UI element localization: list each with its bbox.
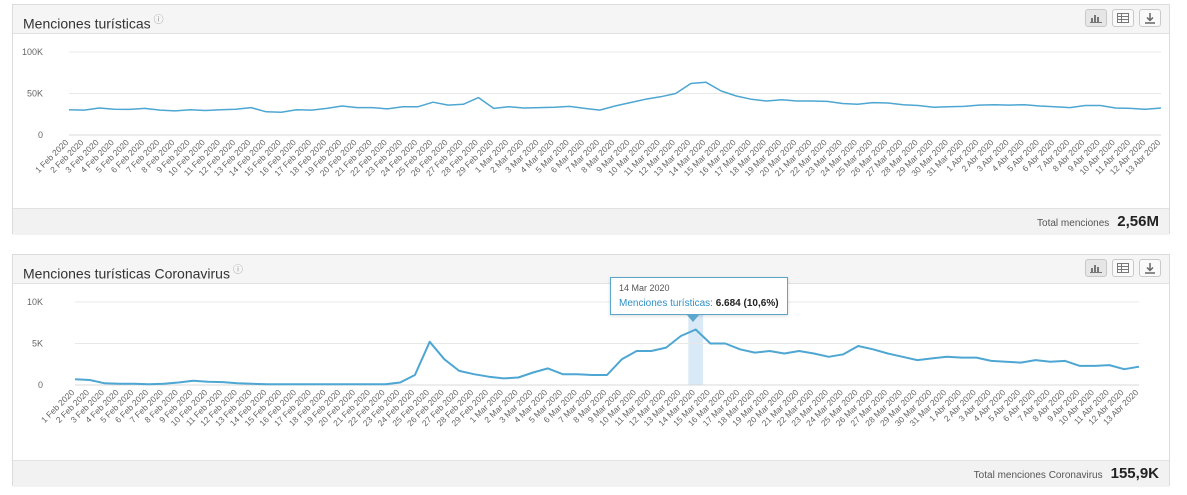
y-tick-label: 50K — [27, 89, 43, 99]
bar-chart-icon[interactable] — [1085, 259, 1107, 277]
total-value: 2,56M — [1117, 213, 1159, 230]
panel-title-text: Menciones turísticas Coronavirus — [23, 265, 230, 282]
y-tick-label: 5K — [32, 339, 43, 349]
panel-title-text: Menciones turísticas — [23, 15, 151, 32]
chart-toolbar — [1085, 259, 1161, 277]
line-chart: 0 50K 100K 1 Feb 2020 2 Feb 2020 3 Feb 2020 4 … — [13, 34, 1169, 208]
table-icon[interactable] — [1112, 9, 1134, 27]
y-tick-label: 0 — [38, 380, 43, 390]
tooltip-value: 6.684 (10,6%) — [715, 298, 779, 309]
tooltip-arrow — [687, 315, 699, 322]
line-chart: 0 5K 10K 1 Feb 2020 2 Feb 2020 3 Feb 2020 4 Fe… — [13, 277, 1169, 460]
y-tick-label: 10K — [27, 297, 43, 307]
chart-tooltip: 14 Mar 2020 Menciones turísticas: 6.684 … — [610, 277, 788, 322]
panel-title: Menciones turísticas ⓘ — [23, 11, 164, 32]
tooltip-date: 14 Mar 2020 — [619, 283, 670, 293]
total-value: 155,9K — [1110, 465, 1159, 482]
panel-footer: Total menciones Coronavirus 155,9K — [13, 460, 1169, 487]
panel-title: Menciones turísticas Coronavirus ⓘ — [23, 261, 243, 282]
chart-toolbar — [1085, 9, 1161, 27]
highlight-band — [688, 310, 704, 385]
total-label: Total menciones Coronavirus — [973, 470, 1103, 481]
total-label: Total menciones — [1037, 218, 1110, 229]
chart-panel-menciones: Menciones turísticas ⓘ 0 50K 100K 1 Feb 2020… — [12, 4, 1170, 235]
bar-chart-icon[interactable] — [1085, 9, 1107, 27]
help-circle-icon[interactable]: ⓘ — [232, 265, 243, 276]
y-tick-label: 100K — [22, 47, 43, 57]
panel-header: Menciones turísticas ⓘ — [13, 5, 1169, 34]
table-icon[interactable] — [1112, 259, 1134, 277]
download-icon[interactable] — [1139, 259, 1161, 277]
tooltip-series: Menciones turísticas: — [619, 298, 713, 309]
chart-panel-coronavirus: Menciones turísticas Coronavirus ⓘ 0 5K 10K… — [12, 254, 1170, 487]
help-circle-icon[interactable]: ⓘ — [153, 15, 164, 26]
series-line — [74, 328, 1140, 386]
panel-header: Menciones turísticas Coronavirus ⓘ — [13, 255, 1169, 284]
y-tick-label: 0 — [38, 130, 43, 140]
total-summary: Total menciones Coronavirus 155,9K — [974, 465, 1159, 482]
download-icon[interactable] — [1139, 9, 1161, 27]
total-summary: Total menciones 2,56M — [1037, 213, 1159, 230]
series-line — [68, 81, 1162, 113]
panel-footer: Total menciones 2,56M — [13, 208, 1169, 235]
